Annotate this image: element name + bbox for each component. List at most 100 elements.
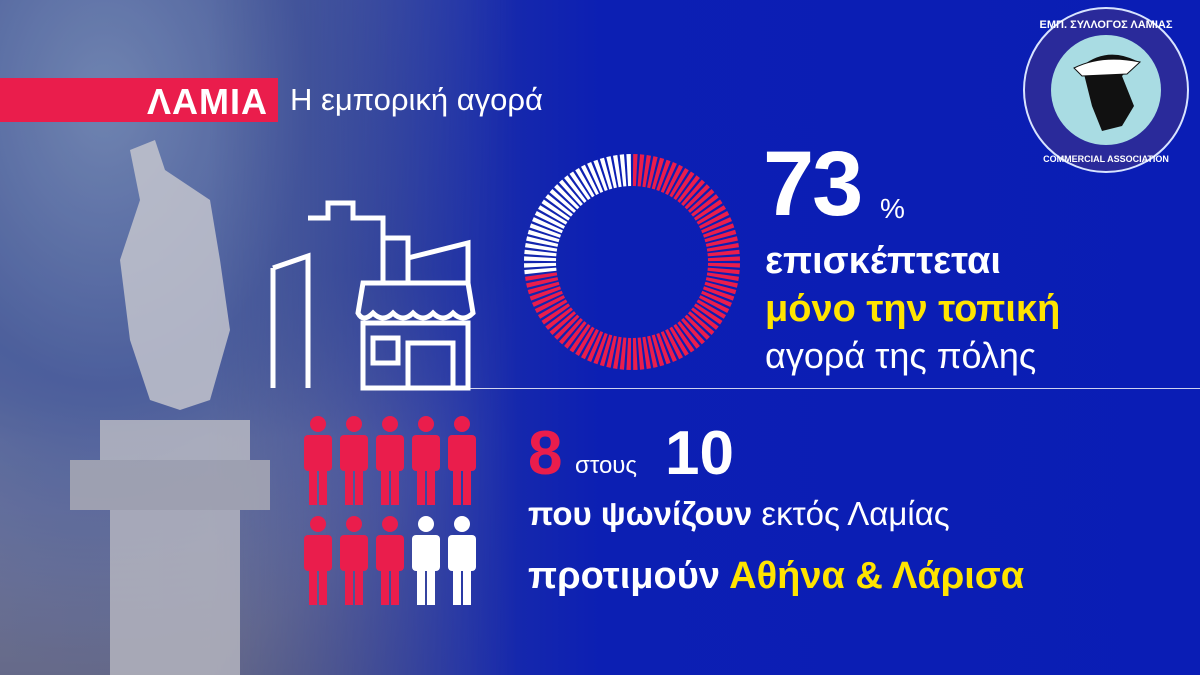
donut-segment-share — [554, 314, 580, 340]
donut-segment-share — [684, 184, 710, 210]
donut-segment-share — [701, 290, 732, 307]
stat2-total: 10 — [665, 419, 734, 488]
person-icon-highlighted — [376, 416, 404, 505]
donut-segment-rest — [527, 229, 560, 243]
person-icon-highlighted — [448, 416, 476, 505]
donut-segment-share — [549, 311, 576, 335]
stat1-unit: % — [880, 193, 905, 224]
stat2-line2: προτιμούν Αθήνα & Λάρισα — [528, 555, 1024, 598]
donut-segment-share — [704, 281, 737, 295]
donut-segment-rest — [538, 205, 568, 225]
person-icon-highlighted — [304, 416, 332, 505]
donut-segment-share — [626, 337, 632, 370]
donut-segment-share — [681, 179, 705, 206]
donut-segment-share — [705, 277, 738, 288]
stat1-line3: αγορά της πόλης — [765, 335, 1037, 376]
statue-image — [70, 140, 270, 675]
donut-segment-share — [581, 329, 599, 360]
donut-segment-share — [642, 155, 651, 188]
donut-segment-rest — [626, 154, 632, 187]
divider — [470, 388, 1200, 389]
donut-segment-share — [527, 281, 560, 295]
donut-segment-share — [691, 194, 719, 217]
person-icon-highlighted — [304, 516, 332, 605]
donut-segment-rest — [534, 211, 565, 229]
donut-segment-share — [699, 295, 730, 313]
donut-segment-rest — [606, 156, 617, 189]
donut-segment-share — [707, 249, 740, 257]
building-store-icon — [270, 200, 476, 391]
donut-segment-share — [706, 243, 739, 252]
city-title: ΛΑΜΙΑ — [147, 81, 268, 122]
donut-segment-share — [637, 154, 645, 187]
association-logo: ΕΜΠ. ΣΥΛΛΟΓΟΣ ΛΑΜΙΑΣ COMMERCIAL ASSOCIAT… — [1023, 7, 1189, 173]
donut-segment-share — [701, 217, 732, 234]
donut-segment-share — [673, 171, 695, 200]
donut-segment-share — [656, 333, 671, 365]
stat2-value: 8 — [528, 419, 563, 488]
stat1-line1: επισκέπτεται — [765, 240, 1001, 282]
donut-segment-share — [665, 164, 683, 195]
donut-segment-share — [642, 336, 651, 369]
donut-segment-share — [599, 334, 613, 367]
donut-segment-share — [587, 331, 604, 362]
stat2-line1: που ψωνίζουν εκτός Λαμίας — [528, 495, 950, 533]
donut-segment-share — [613, 336, 622, 369]
donut-segment-share — [637, 337, 645, 370]
donut-segment-share — [688, 311, 715, 335]
stat1-line2: μόνο την τοπική — [765, 288, 1061, 330]
donut-segment-rest — [525, 243, 558, 252]
donut-segment-share — [660, 331, 677, 362]
donut-segment-share — [575, 326, 595, 356]
donut-segment-share — [696, 205, 726, 225]
donut-segment-rest — [545, 194, 573, 217]
donut-segment-share — [593, 333, 608, 365]
donut-segment-share — [703, 223, 735, 238]
donut-segment-rest — [549, 189, 576, 213]
donut-segment-rest — [593, 159, 608, 191]
donut-segment-share — [691, 307, 719, 330]
donut-segment-rest — [575, 168, 595, 198]
donut-segment-rest — [529, 223, 561, 238]
page-subtitle: Η εμπορική αγορά — [290, 82, 543, 117]
donut-segment-share — [660, 162, 677, 193]
donut-segment-share — [699, 211, 730, 229]
donut-segment-share — [534, 295, 565, 313]
donut-segment-rest — [619, 154, 627, 187]
donut-segment-share — [559, 318, 583, 345]
donut-segment-share — [694, 199, 723, 221]
donut-segment-share — [705, 236, 738, 247]
person-icon-highlighted — [376, 516, 404, 605]
person-icon-highlighted — [340, 416, 368, 505]
donut-segment-share — [706, 272, 739, 281]
donut-segment-rest — [524, 267, 557, 275]
donut-segment-share — [665, 329, 683, 360]
donut-segment-share — [673, 324, 695, 353]
donut-segment-share — [696, 299, 726, 319]
donut-segment-share — [704, 229, 737, 243]
donut-segment-share — [564, 321, 587, 349]
donut-segment-share — [532, 290, 563, 307]
donut-segment-rest — [581, 164, 599, 195]
donut-segment-rest — [569, 171, 591, 200]
donut-segment-share — [707, 262, 740, 268]
donut-segment-share — [684, 314, 710, 340]
person-icon-highlighted — [412, 416, 440, 505]
donut-segment-share — [651, 334, 665, 367]
donut-segment-share — [529, 286, 561, 301]
person-icon — [412, 516, 440, 605]
donut-segment-rest — [524, 249, 557, 257]
stat2-connector: στους — [575, 452, 637, 479]
svg-text:ΕΜΠ. ΣΥΛΛΟΓΟΣ ΛΑΜΙΑΣ: ΕΜΠ. ΣΥΛΛΟΓΟΣ ΛΑΜΙΑΣ — [1040, 19, 1173, 31]
stat1-value: 73 — [763, 133, 863, 235]
donut-segment-share — [545, 307, 573, 330]
donut-segment-share — [632, 337, 638, 370]
donut-segment-share — [703, 286, 735, 301]
stat2-line1-rest: εκτός Λαμίας — [761, 495, 950, 532]
donut-segment-rest — [554, 184, 580, 210]
donut-segment-rest — [559, 179, 583, 206]
donut-segment-share — [647, 335, 658, 368]
donut-segment-share — [707, 267, 740, 275]
donut-segment-share — [677, 321, 700, 349]
donut-segment-share — [681, 318, 705, 345]
